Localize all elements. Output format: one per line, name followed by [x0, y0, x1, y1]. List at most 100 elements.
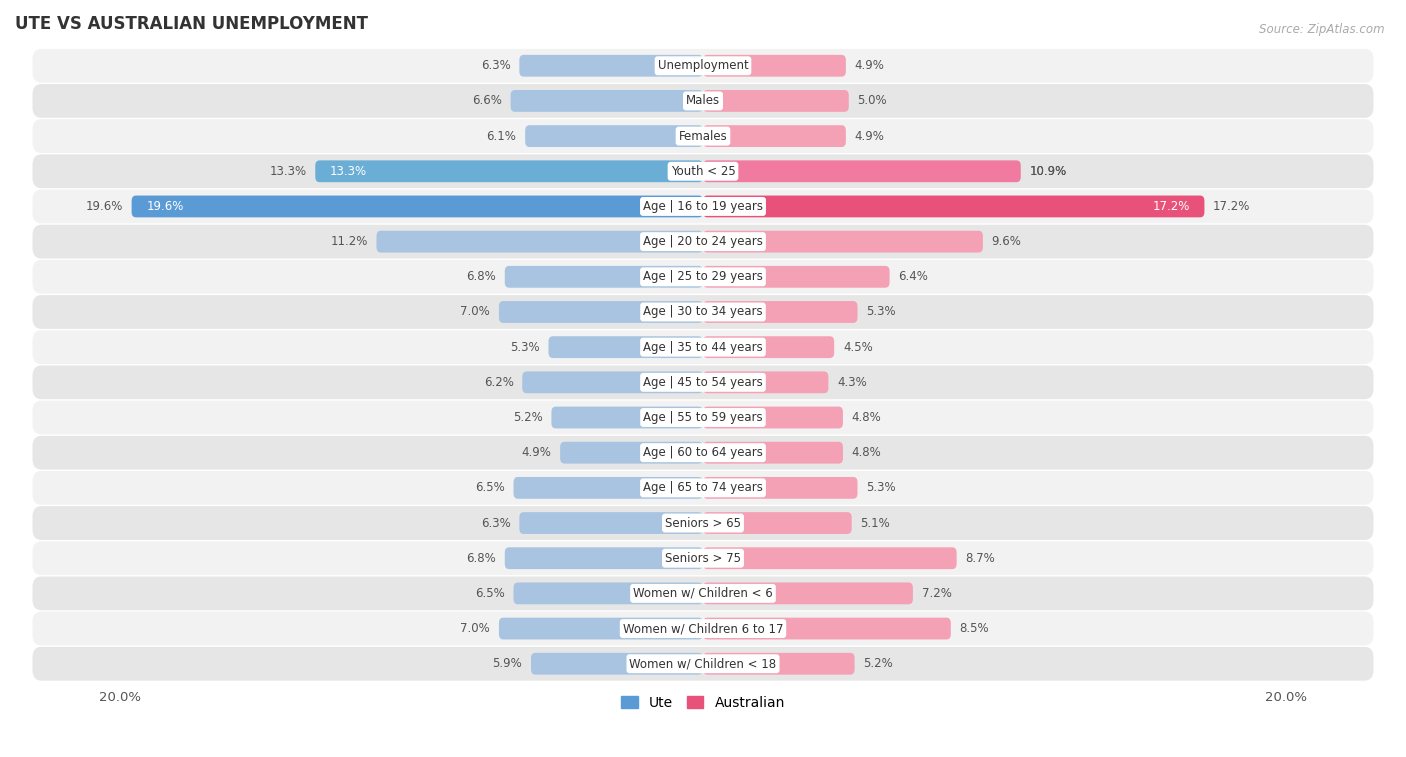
- Text: 17.2%: 17.2%: [1213, 200, 1250, 213]
- FancyBboxPatch shape: [499, 618, 703, 640]
- Text: 11.2%: 11.2%: [330, 235, 368, 248]
- FancyBboxPatch shape: [703, 125, 846, 147]
- Text: Seniors > 75: Seniors > 75: [665, 552, 741, 565]
- FancyBboxPatch shape: [32, 366, 1374, 399]
- Text: 4.8%: 4.8%: [852, 446, 882, 459]
- FancyBboxPatch shape: [32, 154, 1374, 188]
- Text: 5.3%: 5.3%: [866, 481, 896, 494]
- Text: 19.6%: 19.6%: [86, 200, 122, 213]
- FancyBboxPatch shape: [32, 506, 1374, 540]
- FancyBboxPatch shape: [32, 577, 1374, 610]
- FancyBboxPatch shape: [519, 512, 703, 534]
- FancyBboxPatch shape: [703, 442, 844, 463]
- Text: 4.8%: 4.8%: [852, 411, 882, 424]
- Text: 6.3%: 6.3%: [481, 59, 510, 72]
- FancyBboxPatch shape: [377, 231, 703, 253]
- FancyBboxPatch shape: [703, 547, 956, 569]
- Text: 5.0%: 5.0%: [858, 95, 887, 107]
- FancyBboxPatch shape: [32, 436, 1374, 469]
- Text: Age | 60 to 64 years: Age | 60 to 64 years: [643, 446, 763, 459]
- Text: 13.3%: 13.3%: [270, 165, 307, 178]
- Text: 10.9%: 10.9%: [1029, 165, 1067, 178]
- Legend: Ute, Australian: Ute, Australian: [616, 690, 790, 715]
- Text: 5.2%: 5.2%: [513, 411, 543, 424]
- FancyBboxPatch shape: [703, 55, 846, 76]
- Text: 7.2%: 7.2%: [922, 587, 952, 600]
- Text: 6.5%: 6.5%: [475, 481, 505, 494]
- Text: 4.9%: 4.9%: [522, 446, 551, 459]
- Text: 4.5%: 4.5%: [844, 341, 873, 354]
- FancyBboxPatch shape: [703, 301, 858, 323]
- FancyBboxPatch shape: [32, 189, 1374, 223]
- FancyBboxPatch shape: [560, 442, 703, 463]
- Text: Males: Males: [686, 95, 720, 107]
- Text: 6.5%: 6.5%: [475, 587, 505, 600]
- FancyBboxPatch shape: [32, 541, 1374, 575]
- Text: 6.8%: 6.8%: [467, 270, 496, 283]
- FancyBboxPatch shape: [32, 330, 1374, 364]
- Text: 6.6%: 6.6%: [472, 95, 502, 107]
- Text: 4.9%: 4.9%: [855, 129, 884, 142]
- FancyBboxPatch shape: [32, 84, 1374, 118]
- FancyBboxPatch shape: [510, 90, 703, 112]
- FancyBboxPatch shape: [32, 260, 1374, 294]
- Text: 4.3%: 4.3%: [837, 375, 868, 389]
- Text: 6.8%: 6.8%: [467, 552, 496, 565]
- Text: 6.4%: 6.4%: [898, 270, 928, 283]
- Text: Age | 45 to 54 years: Age | 45 to 54 years: [643, 375, 763, 389]
- FancyBboxPatch shape: [703, 653, 855, 674]
- Text: UTE VS AUSTRALIAN UNEMPLOYMENT: UTE VS AUSTRALIAN UNEMPLOYMENT: [15, 15, 368, 33]
- FancyBboxPatch shape: [505, 266, 703, 288]
- FancyBboxPatch shape: [703, 512, 852, 534]
- FancyBboxPatch shape: [703, 618, 950, 640]
- FancyBboxPatch shape: [551, 407, 703, 428]
- FancyBboxPatch shape: [32, 49, 1374, 83]
- Text: 6.3%: 6.3%: [481, 516, 510, 530]
- Text: Seniors > 65: Seniors > 65: [665, 516, 741, 530]
- Text: 10.9%: 10.9%: [1029, 165, 1067, 178]
- Text: 4.9%: 4.9%: [855, 59, 884, 72]
- Text: 7.0%: 7.0%: [460, 306, 491, 319]
- FancyBboxPatch shape: [32, 647, 1374, 681]
- FancyBboxPatch shape: [32, 295, 1374, 329]
- FancyBboxPatch shape: [703, 477, 858, 499]
- Text: 19.6%: 19.6%: [146, 200, 184, 213]
- Text: 6.2%: 6.2%: [484, 375, 513, 389]
- Text: 8.5%: 8.5%: [959, 622, 990, 635]
- FancyBboxPatch shape: [703, 195, 1205, 217]
- FancyBboxPatch shape: [32, 612, 1374, 646]
- Text: Age | 20 to 24 years: Age | 20 to 24 years: [643, 235, 763, 248]
- FancyBboxPatch shape: [703, 231, 983, 253]
- Text: Age | 35 to 44 years: Age | 35 to 44 years: [643, 341, 763, 354]
- FancyBboxPatch shape: [132, 195, 703, 217]
- FancyBboxPatch shape: [513, 477, 703, 499]
- Text: 5.9%: 5.9%: [492, 657, 522, 670]
- FancyBboxPatch shape: [519, 55, 703, 76]
- Text: 9.6%: 9.6%: [991, 235, 1022, 248]
- FancyBboxPatch shape: [703, 266, 890, 288]
- FancyBboxPatch shape: [703, 90, 849, 112]
- Text: Age | 65 to 74 years: Age | 65 to 74 years: [643, 481, 763, 494]
- Text: 5.1%: 5.1%: [860, 516, 890, 530]
- Text: 7.0%: 7.0%: [460, 622, 491, 635]
- FancyBboxPatch shape: [505, 547, 703, 569]
- FancyBboxPatch shape: [703, 407, 844, 428]
- Text: 6.1%: 6.1%: [486, 129, 516, 142]
- Text: 13.3%: 13.3%: [330, 165, 367, 178]
- FancyBboxPatch shape: [703, 336, 834, 358]
- FancyBboxPatch shape: [703, 372, 828, 393]
- FancyBboxPatch shape: [315, 160, 703, 182]
- FancyBboxPatch shape: [548, 336, 703, 358]
- FancyBboxPatch shape: [522, 372, 703, 393]
- Text: 5.3%: 5.3%: [510, 341, 540, 354]
- Text: Youth < 25: Youth < 25: [671, 165, 735, 178]
- Text: Age | 55 to 59 years: Age | 55 to 59 years: [643, 411, 763, 424]
- Text: Unemployment: Unemployment: [658, 59, 748, 72]
- Text: Age | 30 to 34 years: Age | 30 to 34 years: [643, 306, 763, 319]
- FancyBboxPatch shape: [32, 119, 1374, 153]
- FancyBboxPatch shape: [513, 582, 703, 604]
- Text: Age | 16 to 19 years: Age | 16 to 19 years: [643, 200, 763, 213]
- FancyBboxPatch shape: [531, 653, 703, 674]
- FancyBboxPatch shape: [526, 125, 703, 147]
- Text: Age | 25 to 29 years: Age | 25 to 29 years: [643, 270, 763, 283]
